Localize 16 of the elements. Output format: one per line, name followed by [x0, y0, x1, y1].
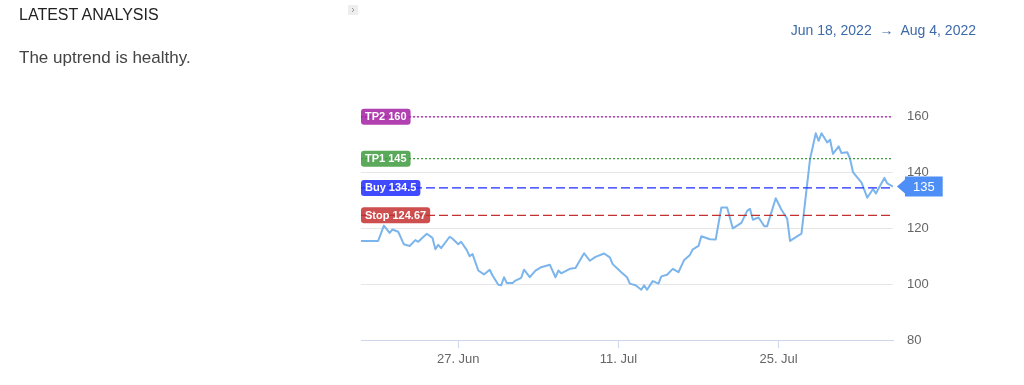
x-tick-label: 27. Jun	[436, 351, 480, 367]
ref-line-label: Buy 134.5	[365, 181, 417, 194]
ref-line-label: Stop 124.67	[365, 208, 427, 221]
data-label: 135	[913, 179, 935, 195]
y-tick-label: 140	[907, 164, 929, 180]
text: Jun 18, 2022 → Aug 4, 2022	[790, 22, 976, 38]
text: The uptrend is healthy.	[19, 48, 191, 68]
x-tick-label: 25. Jul	[759, 351, 798, 367]
text: LATEST ANALYSIS	[19, 6, 159, 24]
y-tick-label: 100	[907, 275, 929, 291]
y-tick-label: 160	[907, 108, 929, 124]
ref-line-label: TP2 160	[365, 110, 407, 123]
y-tick-label: 80	[907, 331, 922, 347]
x-tick-label: 11. Jul	[599, 351, 638, 367]
ref-line-label: TP1 145	[365, 152, 407, 165]
y-tick-label: 120	[907, 219, 929, 235]
